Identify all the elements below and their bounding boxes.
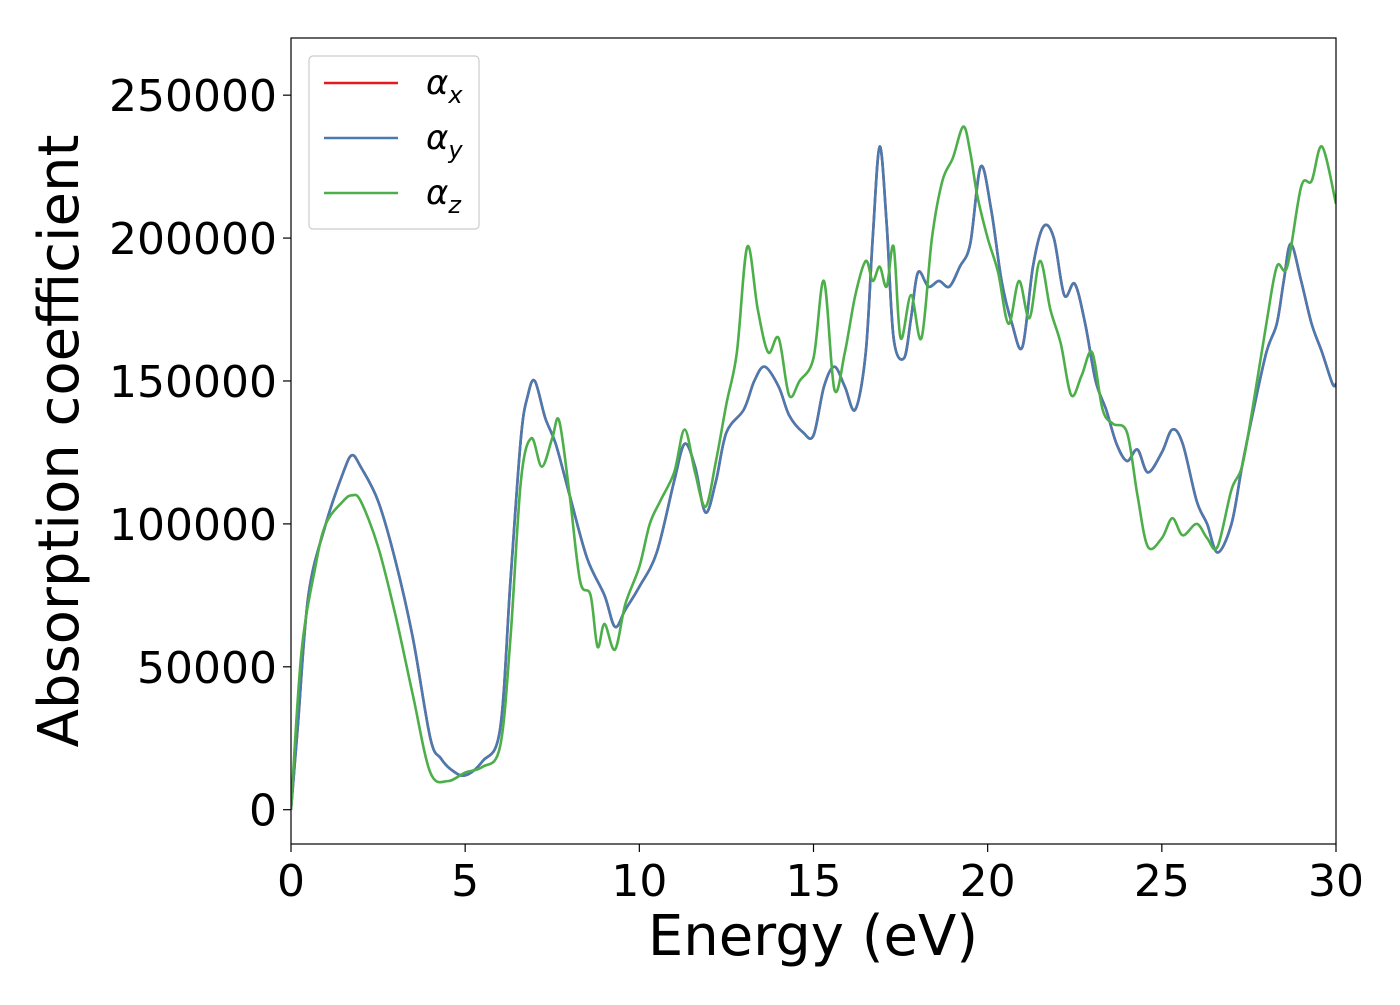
legend-box — [308, 55, 480, 230]
x-tick-label: 20 — [960, 856, 1016, 907]
y-tick-label: 200000 — [109, 214, 277, 265]
x-tick-label: 15 — [786, 856, 842, 907]
x-tick-label: 30 — [1308, 856, 1364, 907]
legend-label-y: αy — [426, 118, 463, 164]
y-axis: 0 50000 100000 150000 200000 250000 — [109, 71, 291, 837]
y-tick-label: 100000 — [109, 500, 277, 551]
y-axis-title: Absorption coefficient — [27, 135, 92, 748]
series-line-z — [291, 125, 1336, 810]
y-tick-label: 0 — [249, 786, 277, 837]
x-tick-label: 5 — [451, 856, 479, 907]
series-line-x — [291, 145, 1336, 810]
series-line-y — [291, 145, 1336, 810]
legend: αx αy αz — [308, 55, 480, 230]
legend-label-z: αz — [426, 173, 462, 219]
legend-label-x: αx — [426, 63, 463, 109]
y-tick-label: 50000 — [137, 643, 277, 694]
x-axis: 0 5 10 15 20 25 30 — [277, 844, 1364, 907]
series-layer — [291, 125, 1336, 810]
y-tick-label: 250000 — [109, 71, 277, 122]
x-tick-label: 10 — [611, 856, 667, 907]
x-tick-label: 0 — [277, 856, 305, 907]
x-axis-title: Energy (eV) — [648, 904, 978, 969]
y-tick-label: 150000 — [109, 357, 277, 408]
x-tick-label: 25 — [1134, 856, 1190, 907]
